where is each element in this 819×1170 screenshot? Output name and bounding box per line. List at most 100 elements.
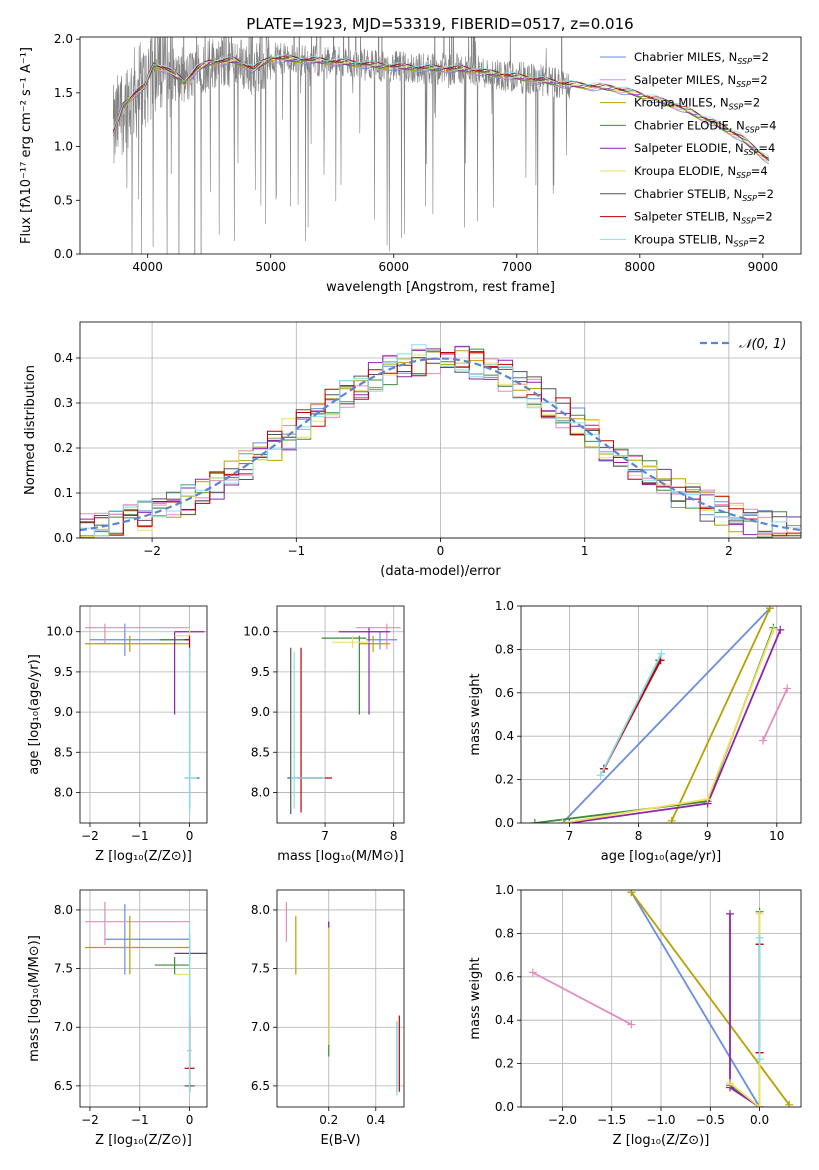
x-tick-label: 7 — [566, 829, 574, 843]
plot-area-mass_vs_Z — [84, 901, 207, 1096]
legend-entry: Salpeter ELODIE, NSSP=4 — [634, 141, 775, 157]
data-point — [530, 819, 539, 823]
data-point — [755, 909, 764, 918]
plot-area-mass_vs_EBV — [285, 901, 400, 1096]
y-tick-label: 8.0 — [54, 785, 73, 799]
x-axis-label: Z [log₁₀(Z/Z⊙)] — [95, 1133, 192, 1148]
y-tick-label: 0.5 — [54, 193, 73, 207]
y-tick-label: 0.4 — [54, 351, 73, 365]
errorbar-6 — [331, 635, 370, 648]
errorbar-2 — [84, 901, 190, 946]
axes-frame — [79, 36, 802, 255]
series-line — [630, 891, 790, 1106]
errorbar-4 — [154, 956, 190, 975]
errorbar-3 — [84, 915, 190, 975]
x-tick-label: −0.5 — [696, 1113, 725, 1127]
plot-area-weight_vs_age — [530, 606, 792, 823]
panel-mass_vs_Z: −2 −1 0 6.5 7.0 7.5 8.0 Z [log₁₀(Z/Z⊙)] mass [lo… — [27, 889, 208, 1148]
x-tick-label: 0 — [186, 1113, 194, 1127]
y-tick-label: 0.0 — [495, 816, 514, 830]
errorbar-6 — [174, 627, 191, 793]
data-spectrum — [112, 37, 572, 254]
grid-weight_vs_age — [521, 605, 801, 824]
series-9 — [596, 649, 666, 780]
errorbar-5 — [174, 933, 207, 1034]
x-tick-label: −1.5 — [597, 1113, 626, 1127]
series-5 — [565, 625, 785, 823]
x-tick-label: 6000 — [378, 260, 409, 274]
data-point — [755, 1055, 764, 1064]
y-tick-label: 1.5 — [54, 86, 73, 100]
panel-weight_vs_age: 7 8 9 10 0.0 0.2 0.4 0.6 0.8 1.0 age [log₁₀(age/yr… — [468, 599, 802, 864]
axes-frame — [520, 889, 802, 1108]
data-point — [627, 890, 636, 897]
series-line — [729, 913, 761, 1107]
y-tick-label: 0.6 — [495, 686, 514, 700]
y-axis-label: Normed distribution — [23, 365, 38, 495]
x-tick-label: 7000 — [502, 260, 533, 274]
data-point — [558, 819, 567, 823]
y-tick-label: 0.8 — [495, 642, 514, 656]
legend: 𝒩(0, 1) — [700, 337, 786, 352]
x-axis-label: Z [log₁₀(Z/Z⊙)] — [95, 849, 192, 864]
series-line — [729, 913, 761, 1107]
y-tick-label: 0.8 — [495, 926, 514, 940]
x-tick-label: 1 — [581, 544, 589, 558]
panel-age_vs_Z: −2 −1 0 8.0 8.5 9.0 9.5 10.0 Z [log₁₀(Z/Z⊙)] age … — [27, 605, 208, 864]
x-tick-label: 8 — [635, 829, 643, 843]
series-line — [569, 629, 782, 823]
series-line — [562, 629, 775, 823]
errorbar-2 — [84, 623, 190, 644]
y-tick-label: 0.0 — [54, 247, 73, 261]
y-tick-label: 1.0 — [495, 883, 514, 897]
y-tick-label: 0.2 — [54, 441, 73, 455]
x-axis-label: (data-model)/error — [380, 564, 501, 579]
errorbar-4 — [321, 635, 367, 715]
axes-frame — [79, 321, 802, 539]
data-point — [755, 1103, 764, 1107]
y-tick-label: 10.0 — [243, 625, 270, 639]
axes-frame — [79, 605, 208, 824]
data-point — [657, 649, 666, 658]
data-point — [755, 933, 764, 942]
plot-area-weight_vs_Z — [528, 890, 794, 1107]
data-point — [758, 736, 767, 745]
histogram-series-8 — [80, 351, 801, 537]
panel-age_vs_mass: 7 8 8.0 8.5 9.0 9.5 10.0 mass [log₁₀(M/M⊙)] — [243, 605, 405, 864]
errorbar-3 — [84, 635, 190, 652]
y-axis-label: mass weight — [468, 673, 483, 755]
y-tick-label: 1.0 — [495, 599, 514, 613]
x-tick-label: −2 — [143, 544, 161, 558]
x-tick-label: −2 — [81, 829, 99, 843]
y-tick-label: 8.5 — [251, 745, 270, 759]
data-point — [528, 968, 537, 977]
y-axis-label: age [log₁₀(age/yr)] — [27, 654, 42, 775]
series-3 — [627, 890, 794, 1107]
y-axis-label: mass weight — [468, 957, 483, 1039]
series-9 — [755, 933, 764, 1064]
y-tick-label: 8.0 — [251, 903, 270, 917]
legend-entry: Chabrier MILES, NSSP=2 — [634, 50, 769, 66]
x-tick-label: 2 — [725, 544, 733, 558]
errorbar-9 — [184, 647, 198, 815]
y-tick-label: 0.6 — [495, 970, 514, 984]
x-tick-label: 10 — [769, 829, 784, 843]
x-tick-label: 0.4 — [366, 1113, 385, 1127]
y-tick-label: 8.0 — [54, 903, 73, 917]
data-point — [596, 771, 605, 780]
errorbar-8 — [297, 647, 332, 813]
y-tick-label: 9.5 — [54, 665, 73, 679]
y-tick-label: 8.0 — [251, 785, 270, 799]
y-tick-label: 8.5 — [54, 745, 73, 759]
y-tick-label: 0.0 — [495, 1100, 514, 1114]
plot-area-age_vs_Z — [84, 623, 205, 815]
x-tick-label: −1.0 — [646, 1113, 675, 1127]
y-tick-label: 0.2 — [495, 773, 514, 787]
y-tick-label: 0.4 — [495, 729, 514, 743]
y-tick-label: 7.5 — [251, 962, 270, 976]
plot-area-residuals — [80, 344, 801, 538]
errorbar-8 — [184, 635, 191, 656]
x-tick-label: 8000 — [625, 260, 656, 274]
y-axis-label: Flux [fλ10⁻¹⁷ erg cm⁻² s⁻¹ A⁻¹] — [19, 47, 34, 244]
